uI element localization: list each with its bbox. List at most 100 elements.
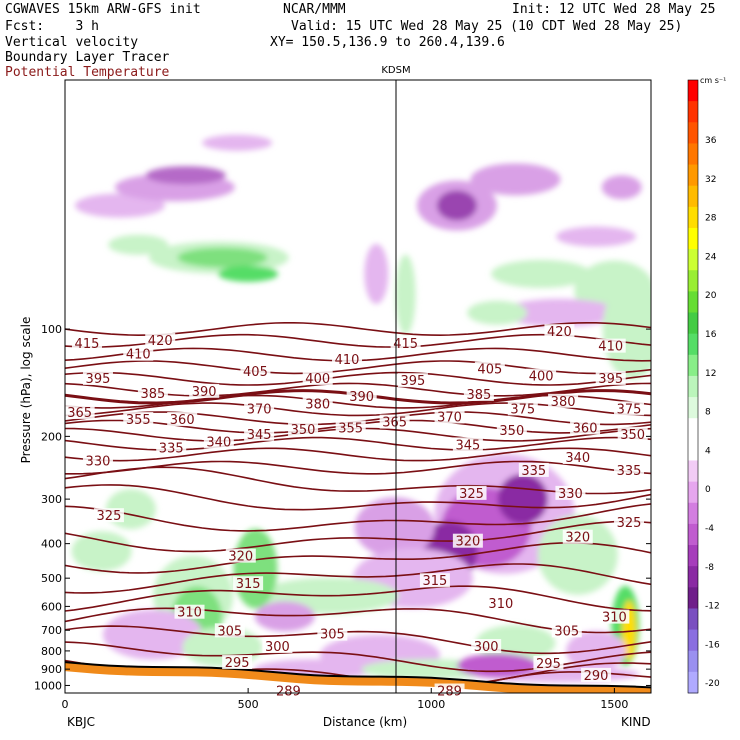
theta-label: 400 <box>305 372 330 387</box>
theta-label: 330 <box>86 454 111 469</box>
theta-label: 345 <box>247 428 272 443</box>
theta-label: 295 <box>225 656 250 671</box>
theta-label-bg <box>555 485 586 500</box>
colorbar-swatch <box>688 439 698 461</box>
x-axis-title: Distance (km) <box>323 715 407 729</box>
colorbar-swatch <box>688 206 698 229</box>
theta-label: 385 <box>140 387 165 402</box>
velocity-blob <box>354 497 435 558</box>
velocity-blob <box>537 514 618 595</box>
theta-label: 375 <box>617 402 642 417</box>
theta-label-bg <box>244 401 275 416</box>
theta-label-bg <box>485 595 516 610</box>
theta-label: 370 <box>247 402 272 417</box>
theta-label-bg <box>93 508 124 523</box>
colorbar-label: 24 <box>705 252 717 262</box>
header-left-1: CGWAVES 15km ARW-GFS init <box>5 2 201 17</box>
colorbar-label: -8 <box>705 563 714 573</box>
velocity-blob <box>497 474 548 525</box>
theta-contour <box>65 503 651 532</box>
colorbar-swatch <box>688 502 698 525</box>
velocity-blob <box>602 279 651 380</box>
y-tick-label: 600 <box>41 600 62 613</box>
theta-label-bg <box>599 609 630 624</box>
theta-label-bg <box>222 655 253 670</box>
colorbar-swatch <box>688 629 698 652</box>
theta-label-bg <box>434 409 465 424</box>
colorbar-swatch <box>688 545 698 567</box>
theta-contour <box>65 625 651 655</box>
terrain <box>65 661 651 693</box>
theta-contour <box>65 563 651 594</box>
colorbar-swatch <box>688 397 698 419</box>
y-axis: 100 200 300 400 500 600 700 800 900 1000 <box>34 323 651 692</box>
theta-label: 305 <box>554 624 579 639</box>
theta-label-bg <box>496 422 527 437</box>
theta-label: 375 <box>510 402 535 417</box>
vertical-velocity-field <box>71 134 651 683</box>
theta-label: 335 <box>521 464 546 479</box>
theta-label-bg <box>346 388 377 403</box>
theta-contour <box>65 520 651 553</box>
theta-label-bg <box>452 437 483 452</box>
colorbar-label: -12 <box>705 602 720 612</box>
y-tick-label: 900 <box>41 663 62 676</box>
x-tick-label: 1500 <box>600 698 628 711</box>
colorbar-swatch <box>688 375 698 398</box>
theta-label: 330 <box>558 487 583 502</box>
colorbar-swatch <box>688 333 698 356</box>
y-tick-label: 500 <box>41 572 62 585</box>
theta-label: 320 <box>228 550 253 565</box>
x-tick-label: 1000 <box>417 698 445 711</box>
velocity-blob <box>177 247 268 268</box>
velocity-blob <box>499 298 620 327</box>
colorbar-label: -16 <box>705 640 720 650</box>
theta-label-bg <box>225 548 256 563</box>
theta-label: 300 <box>265 640 290 655</box>
theta-label-bg <box>332 351 363 366</box>
theta-label-bg <box>474 361 505 376</box>
theta-label-bg <box>262 638 293 653</box>
theta-label-bg <box>174 604 205 619</box>
theta-label-bg <box>71 335 102 350</box>
theta-label: 315 <box>236 577 261 592</box>
colorbar-label: 32 <box>705 175 716 185</box>
theta-label-bg <box>203 434 234 449</box>
y-tick-label: 700 <box>41 624 62 637</box>
velocity-blob <box>108 234 169 255</box>
theta-label: 365 <box>67 406 92 421</box>
colorbar-label: -4 <box>705 524 714 534</box>
colorbar-swatch <box>688 587 698 609</box>
header-right-3: XY= 150.5,136.9 to 260.4,139.6 <box>270 35 505 50</box>
header-left-5: Potential Temperature <box>5 65 170 80</box>
y-tick-label: 1000 <box>34 679 62 692</box>
colorbar-swatch <box>688 650 698 673</box>
velocity-blob <box>71 531 132 572</box>
theta-label-bg <box>214 623 245 638</box>
colorbar-label: 8 <box>705 408 711 418</box>
theta-label: 320 <box>565 531 590 546</box>
theta-label-bg <box>507 401 538 416</box>
theta-label-bg <box>419 573 450 588</box>
theta-label: 320 <box>455 535 480 550</box>
colorbar-swatch <box>688 249 698 271</box>
colorbar-swatch <box>688 460 698 483</box>
theta-label: 405 <box>477 363 502 378</box>
velocity-blob <box>145 166 226 185</box>
theta-label: 390 <box>192 385 217 400</box>
plot-frame <box>64 79 652 694</box>
theta-label: 360 <box>170 413 195 428</box>
velocity-blob <box>436 190 477 221</box>
colorbar-label: 36 <box>705 136 717 146</box>
y-axis-title: Pressure (hPa), log scale <box>19 317 33 464</box>
theta-label-bg <box>167 412 198 427</box>
theta-label: 340 <box>206 435 231 450</box>
colorbar-swatch <box>688 481 698 504</box>
velocity-blob <box>218 265 279 282</box>
x-endpoint-left: KBJC <box>67 715 95 729</box>
theta-label: 325 <box>459 487 484 502</box>
x-axis: 0 500 1000 1500 <box>62 688 628 711</box>
theta-label: 355 <box>338 421 363 436</box>
theta-label: 385 <box>466 388 491 403</box>
y-tick-label: 200 <box>41 430 62 443</box>
